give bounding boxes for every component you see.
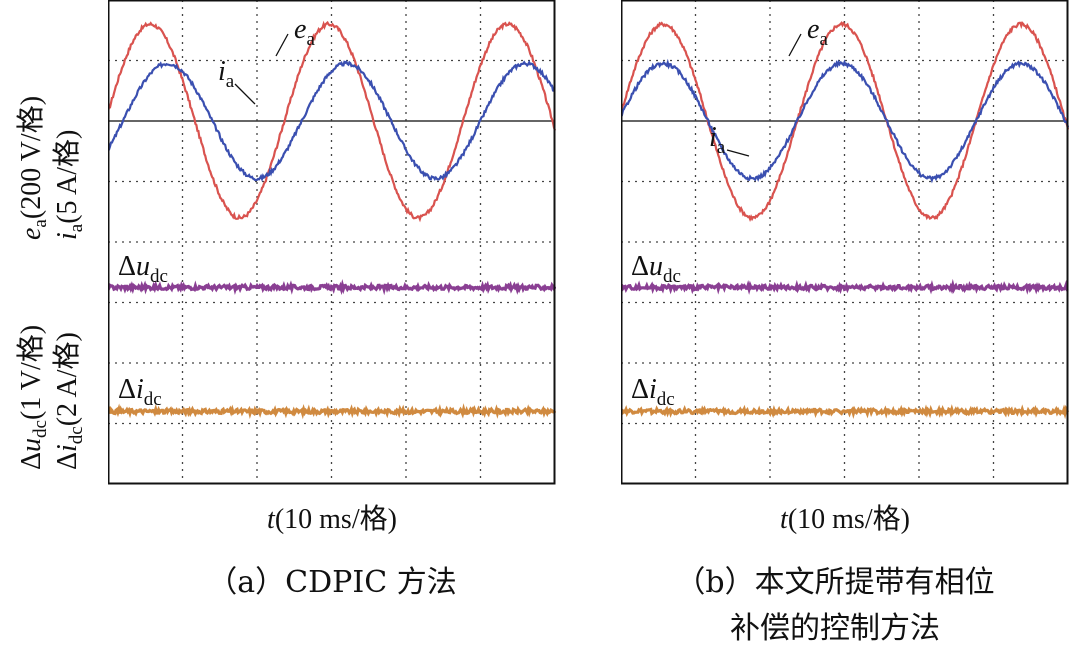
label-ia: ia [709, 122, 726, 158]
y-axis-labels: ea(200 V/格) ia(5 A/格) Δudc(1 V/格) Δidc(2… [15, 96, 87, 470]
frame-b [621, 0, 1069, 485]
label-ea: ea [294, 14, 315, 50]
leader-ea [788, 33, 802, 57]
chart-panel-b: ea ia Δudc Δidc t(10 ms/格) [621, 0, 1069, 535]
frame-a [108, 0, 556, 485]
label-delta-idc: Δidc [118, 374, 162, 410]
trace-ea [108, 20, 556, 223]
leader-ia [234, 83, 256, 105]
x-axis-label-a: t(10 ms/格) [267, 503, 397, 535]
trace-delta-udc [108, 279, 556, 296]
label-ia: ia [218, 56, 235, 92]
y-label-top-2: ia(5 A/格) [51, 130, 87, 240]
y-label-top-1: ea(200 V/格) [15, 96, 51, 240]
caption-b-line2: 补偿的控制方法 [730, 611, 940, 646]
label-ea: ea [807, 14, 828, 50]
traces-a [108, 20, 556, 420]
label-delta-udc: Δudc [631, 251, 681, 287]
trace-delta-udc [621, 278, 1069, 295]
grid-b [621, 0, 1068, 484]
chart-panel-a: ea ia Δudc Δidc t(10 ms/格) [108, 0, 556, 535]
annotations-a: ea ia Δudc Δidc [118, 14, 315, 410]
y-label-bottom-1: Δudc(1 V/格) [15, 325, 51, 470]
trace-ia [108, 60, 556, 182]
leader-ea [275, 33, 289, 57]
trace-delta-idc [108, 403, 556, 420]
x-axis-label-b: t(10 ms/格) [780, 503, 910, 535]
trace-ea [621, 20, 1069, 223]
trace-delta-idc [621, 404, 1069, 420]
caption-a: （a）CDPIC 方法 [207, 565, 457, 600]
annotations-b: ea ia Δudc Δidc [631, 14, 828, 410]
label-delta-udc: Δudc [118, 251, 168, 287]
traces-b [621, 20, 1069, 420]
trace-ia [621, 58, 1069, 184]
y-label-bottom-2: Δidc(2 A/格) [51, 332, 87, 470]
caption-b-line1: （b）本文所提带有相位 [675, 565, 995, 600]
leader-ia [726, 149, 750, 157]
label-delta-idc: Δidc [631, 374, 675, 410]
